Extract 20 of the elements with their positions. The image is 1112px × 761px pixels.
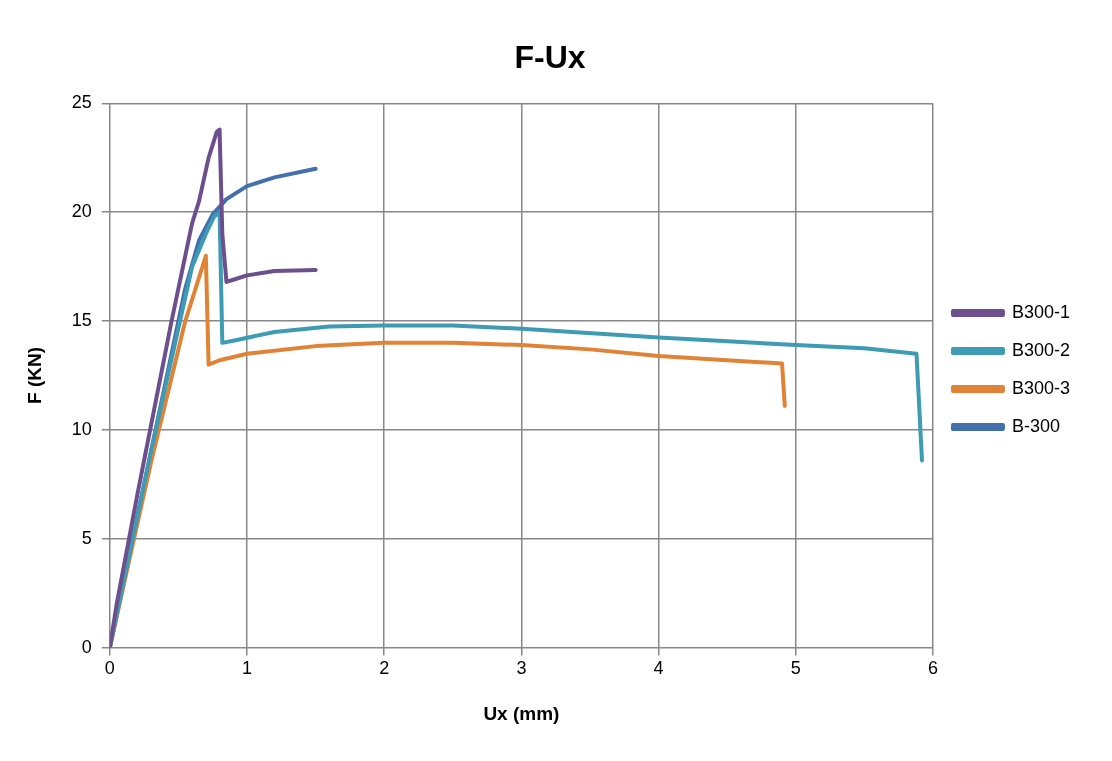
y-tick-label: 10 <box>71 418 92 439</box>
x-axis-title: Ux (mm) <box>483 702 560 724</box>
y-tick-label: 20 <box>71 201 92 222</box>
legend-label: B300-3 <box>1011 377 1070 398</box>
legend-label: B-300 <box>1011 415 1060 436</box>
y-tick-label: 5 <box>81 527 92 548</box>
y-tick-label: 15 <box>71 310 92 331</box>
legend-label: B300-1 <box>1011 301 1070 322</box>
y-axis-title: F (KN) <box>23 347 45 404</box>
y-tick-label: 0 <box>81 636 92 657</box>
x-tick-label: 6 <box>927 658 938 679</box>
legend-label: B300-2 <box>1011 339 1070 360</box>
x-tick-label: 2 <box>379 658 390 679</box>
x-tick-label: 4 <box>653 658 664 679</box>
y-tick-label: 25 <box>71 92 92 113</box>
x-tick-label: 0 <box>104 658 115 679</box>
x-tick-label: 1 <box>242 658 253 679</box>
chart-title: F-Ux <box>514 39 586 76</box>
x-tick-label: 3 <box>516 658 527 679</box>
x-tick-label: 5 <box>790 658 801 679</box>
